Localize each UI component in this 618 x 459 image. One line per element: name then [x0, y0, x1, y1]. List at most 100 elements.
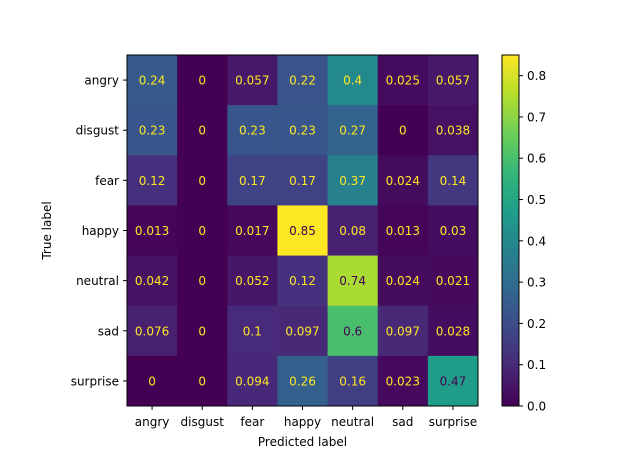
cell-value-label: 0 — [198, 224, 206, 238]
heatmap-cell — [177, 205, 228, 257]
cell-value-label: 0.057 — [235, 74, 269, 88]
heatmap-cell — [377, 255, 429, 307]
heatmap-cell-labels: 0.24 0 0.057 0.22 0.4 0.025 0.057 0.23 0 0.23 0.23… — [135, 74, 470, 389]
colorbar-ticks: 0.0 0.1 0.2 0.3 0.4 0.5 0.6 0.7 0.8 — [519, 69, 546, 414]
heatmap-cell — [227, 255, 278, 307]
heatmap-cell — [327, 155, 379, 206]
cell-value-label: 0.076 — [135, 324, 169, 338]
heatmap-cell — [277, 55, 329, 106]
heatmap-cell — [177, 305, 228, 357]
cell-value-label: 0.024 — [386, 274, 420, 288]
heatmap-cell — [127, 255, 178, 307]
cell-value-label: 0.097 — [386, 324, 420, 338]
cell-value-label: 0.017 — [235, 224, 269, 238]
x-axis-ticks: angry disgust fear happy neutral sad surprise — [135, 406, 477, 429]
cell-value-label: 0.23 — [139, 124, 166, 138]
cell-value-label: 0.6 — [343, 324, 362, 338]
cell-value-label: 0.85 — [289, 224, 316, 238]
heatmap-cell — [377, 105, 429, 156]
cell-value-label: 0 — [198, 274, 206, 288]
x-tick-label: disgust — [181, 415, 225, 429]
cell-value-label: 0.12 — [139, 174, 166, 188]
y-tick-label: neutral — [76, 274, 119, 288]
heatmap-cell — [427, 305, 479, 357]
colorbar-tick-label: 0.4 — [527, 234, 546, 248]
heatmap-cell — [227, 155, 278, 206]
x-axis-label: Predicted label — [258, 435, 347, 449]
heatmap-cell — [377, 55, 429, 106]
colorbar-tick-label: 0.7 — [527, 110, 546, 124]
cell-value-label: 0.23 — [289, 124, 316, 138]
cell-value-label: 0.26 — [289, 374, 316, 388]
cell-value-label: 0 — [198, 374, 206, 388]
cell-value-label: 0.052 — [235, 274, 269, 288]
x-tick-label: neutral — [331, 415, 374, 429]
cell-value-label: 0.17 — [239, 174, 266, 188]
heatmap-cell — [277, 205, 329, 257]
cell-value-label: 0.013 — [135, 224, 169, 238]
heatmap-cell — [277, 355, 329, 407]
heatmap-cell — [127, 205, 178, 257]
cell-value-label: 0.057 — [436, 74, 470, 88]
heatmap-cell — [127, 105, 178, 156]
colorbar-tick-label: 0.6 — [527, 152, 546, 166]
heatmap-cell — [377, 205, 429, 257]
heatmap-cell — [427, 255, 479, 307]
heatmap-cell — [277, 255, 329, 307]
cell-value-label: 0.024 — [386, 174, 420, 188]
cell-value-label: 0 — [198, 174, 206, 188]
colorbar-tick-label: 0.5 — [527, 193, 546, 207]
heatmap-cell — [427, 55, 479, 106]
cell-value-label: 0 — [148, 374, 156, 388]
cell-value-label: 0 — [198, 324, 206, 338]
y-tick-label: sad — [98, 324, 119, 338]
x-tick-label: happy — [284, 415, 321, 429]
cell-value-label: 0.74 — [339, 274, 366, 288]
heatmap-cell — [427, 155, 479, 206]
colorbar-tick-label: 0.8 — [527, 69, 546, 83]
heatmap-cell — [277, 305, 329, 357]
heatmap-cell — [327, 105, 379, 156]
cell-value-label: 0.094 — [235, 374, 269, 388]
heatmap-cell — [327, 355, 379, 407]
cell-value-label: 0.14 — [440, 174, 467, 188]
y-tick-label: fear — [95, 174, 119, 188]
cell-value-label: 0.23 — [239, 124, 266, 138]
heatmap-cell — [327, 55, 379, 106]
cell-value-label: 0.22 — [289, 74, 316, 88]
heatmap-cell — [177, 355, 228, 407]
cell-value-label: 0.16 — [339, 374, 366, 388]
heatmap-cell — [227, 205, 278, 257]
heatmap-cell — [127, 305, 178, 357]
heatmap-cell — [177, 255, 228, 307]
y-tick-label: angry — [84, 74, 119, 88]
cell-value-label: 0.47 — [440, 374, 467, 388]
y-axis-ticks: angry disgust fear happy neutral sad surprise — [71, 74, 127, 388]
y-tick-label: surprise — [71, 374, 119, 388]
heatmap-cell — [377, 305, 429, 357]
heatmap-cell — [327, 255, 379, 307]
x-tick-label: surprise — [429, 415, 477, 429]
heatmap-cell — [377, 155, 429, 206]
y-tick-label: happy — [82, 224, 119, 238]
heatmap-cell — [327, 205, 379, 257]
cell-value-label: 0.08 — [339, 224, 366, 238]
colorbar-tick-label: 0.2 — [527, 317, 546, 331]
cell-value-label: 0.03 — [440, 224, 467, 238]
heatmap-cell — [177, 105, 228, 156]
heatmap-cell — [427, 105, 479, 156]
x-tick-label: angry — [135, 415, 170, 429]
heatmap-cells — [127, 55, 479, 407]
heatmap-cell — [127, 355, 178, 407]
colorbar-tick-label: 0.1 — [527, 358, 546, 372]
y-axis-label: True label — [40, 201, 54, 260]
cell-value-label: 0.24 — [139, 74, 166, 88]
cell-value-label: 0.12 — [289, 274, 316, 288]
cell-value-label: 0.17 — [289, 174, 316, 188]
x-tick-label: fear — [240, 415, 264, 429]
heatmap-cell — [377, 355, 429, 407]
cell-value-label: 0.025 — [386, 74, 420, 88]
heatmap-cell — [277, 105, 329, 156]
colorbar: 0.0 0.1 0.2 0.3 0.4 0.5 0.6 0.7 0.8 — [501, 54, 546, 414]
